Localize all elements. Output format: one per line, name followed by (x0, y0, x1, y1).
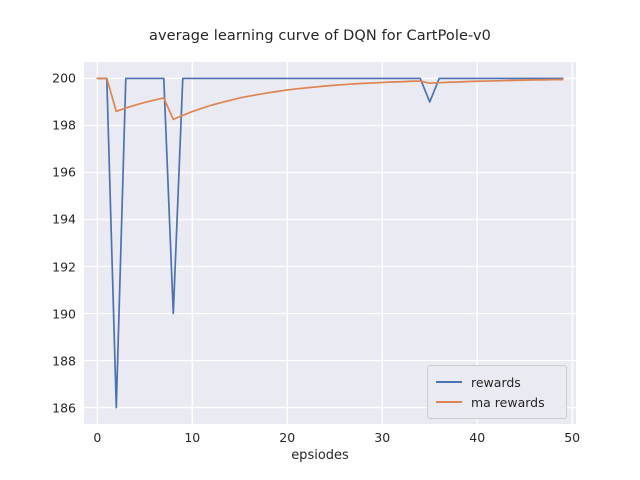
x-tick-label: 30 (374, 430, 391, 445)
chart-legend[interactable]: rewards ma rewards (427, 365, 567, 419)
y-tick-label: 198 (52, 117, 76, 133)
legend-swatch-icon (436, 401, 462, 403)
x-tick-label: 20 (279, 430, 296, 445)
y-tick-label: 194 (52, 211, 76, 227)
x-tick-label: 40 (469, 430, 486, 445)
plot-svg (84, 62, 576, 424)
y-axis-tick-labels: 186 188 190 192 194 196 198 200 (0, 62, 76, 424)
y-tick-label: 186 (52, 400, 76, 416)
y-tick-label: 190 (52, 306, 76, 322)
series-line-ma-rewards (96, 77, 564, 121)
x-tick-label: 50 (564, 430, 581, 445)
y-tick-label: 196 (52, 164, 76, 180)
x-tick-label: 10 (184, 430, 201, 445)
series-lines (96, 77, 564, 409)
chart-title: average learning curve of DQN for CartPo… (149, 28, 491, 44)
legend-item[interactable]: ma rewards (436, 392, 558, 412)
legend-item[interactable]: rewards (436, 372, 558, 392)
grid-lines (84, 62, 576, 424)
y-tick-label: 188 (52, 353, 76, 369)
legend-label: rewards (471, 374, 521, 390)
legend-swatch-icon (436, 381, 462, 383)
legend-label: ma rewards (471, 394, 545, 410)
y-tick-label: 192 (52, 259, 76, 274)
plot-area (84, 62, 576, 424)
x-tick-label: 0 (93, 430, 102, 445)
x-axis-tick-labels: 0 10 20 30 40 50 (84, 424, 580, 450)
x-axis-label: epsiodes (291, 448, 349, 463)
y-tick-label: 200 (52, 70, 76, 86)
series-line-rewards (96, 77, 564, 409)
